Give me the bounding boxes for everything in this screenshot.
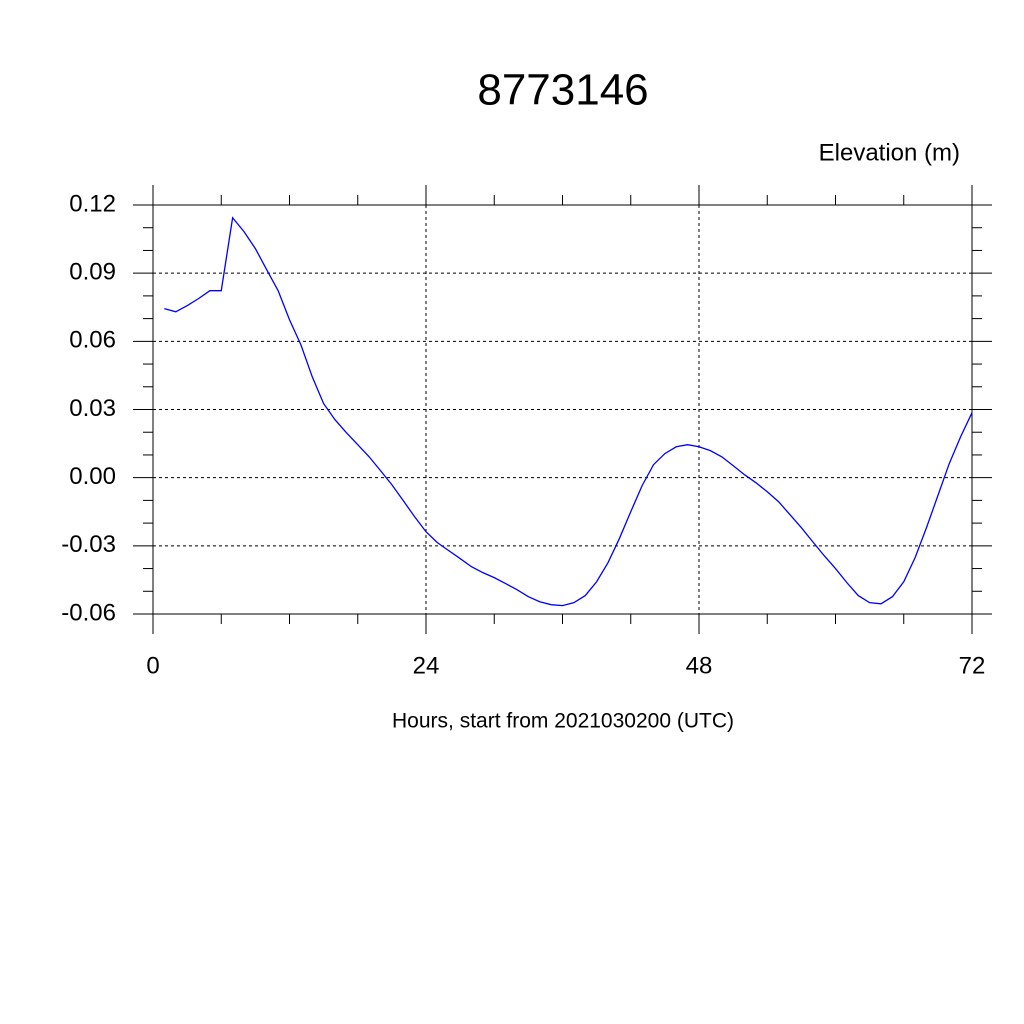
y-tick-label: -0.03: [61, 531, 116, 558]
data-line: [164, 216, 973, 607]
x-tick-label: 0: [146, 652, 159, 679]
y-tick-label: -0.06: [61, 599, 116, 626]
x-tick-label: 72: [959, 652, 986, 679]
y-tick-label: 0.09: [69, 259, 116, 286]
y-axis-label: Elevation (m): [819, 139, 960, 166]
chart-title: 8773146: [477, 66, 648, 115]
x-axis-label: Hours, start from 2021030200 (UTC): [392, 710, 734, 733]
y-tick-label: 0.06: [69, 327, 116, 354]
x-tick-label: 48: [686, 652, 713, 679]
y-tick-label: 0.03: [69, 395, 116, 422]
y-tick-label: 0.12: [69, 190, 116, 217]
x-tick-label: 24: [413, 652, 440, 679]
y-tick-label: 0.00: [69, 463, 116, 490]
